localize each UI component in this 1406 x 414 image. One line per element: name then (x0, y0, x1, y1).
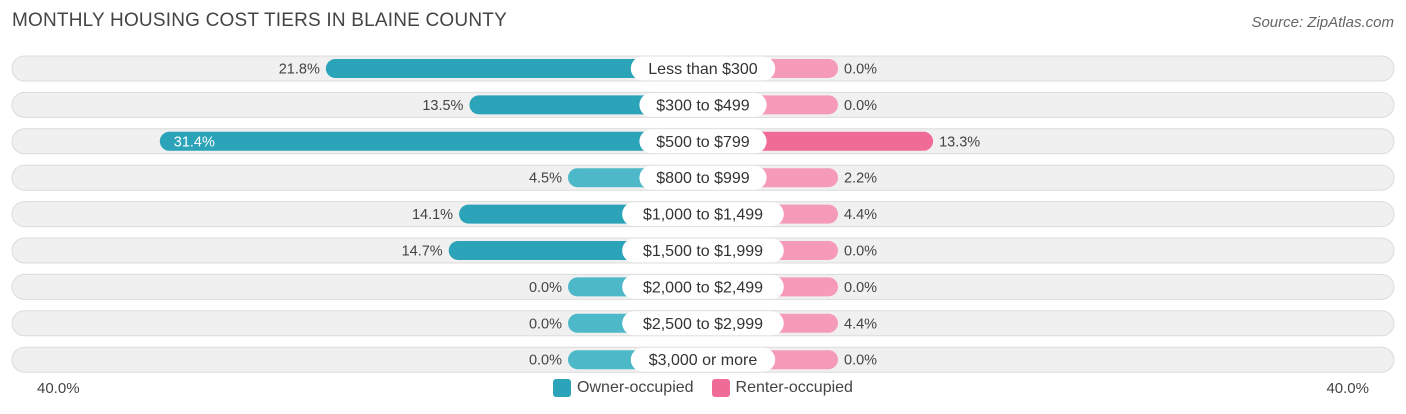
renter-value-label: 0.0% (844, 98, 877, 114)
category-label: $3,000 or more (649, 352, 758, 369)
owner-bar (325, 59, 703, 78)
category-label-bg (622, 311, 784, 336)
category-label: $2,500 to $2,999 (643, 316, 763, 333)
category-label-bg (622, 202, 784, 227)
legend-swatch-renter (711, 379, 730, 397)
legend-label-renter: Renter-occupied (735, 379, 853, 396)
legend-swatch-owner (553, 379, 572, 397)
owner-value-label: 0.0% (529, 280, 562, 296)
legend-label-owner: Owner-occupied (577, 379, 694, 396)
category-label: $800 to $999 (656, 170, 750, 187)
owner-value-label: 31.4% (174, 134, 215, 150)
category-label: $1,500 to $1,999 (643, 243, 763, 260)
category-label-bg (639, 92, 767, 117)
category-label: $300 to $499 (656, 97, 750, 114)
owner-value-label: 21.8% (279, 62, 320, 78)
renter-value-label: 0.0% (844, 62, 877, 78)
owner-value-label: 4.5% (529, 171, 562, 187)
renter-value-label: 0.0% (844, 353, 877, 369)
category-label-bg (630, 347, 776, 372)
legend-item-owner: Owner-occupied (553, 379, 694, 397)
category-label-bg (622, 274, 784, 299)
category-label-bg (630, 56, 776, 81)
category-label-bg (622, 238, 784, 263)
owner-value-label: 0.0% (529, 353, 562, 369)
owner-value-label: 13.5% (422, 98, 463, 114)
renter-value-label: 13.3% (939, 134, 980, 150)
owner-value-label: 0.0% (529, 316, 562, 332)
owner-value-label: 14.1% (412, 207, 453, 223)
renter-value-label: 4.4% (844, 207, 877, 223)
category-label: $2,000 to $2,499 (643, 279, 763, 296)
renter-value-label: 0.0% (844, 280, 877, 296)
category-label: Less than $300 (648, 61, 758, 78)
source-label: Source: ZipAtlas.com (1251, 14, 1394, 31)
category-label-bg (639, 165, 767, 190)
owner-bar (159, 131, 703, 151)
renter-value-label: 0.0% (844, 244, 877, 260)
chart-title: MONTHLY HOUSING COST TIERS IN BLAINE COU… (12, 10, 507, 31)
owner-value-label: 14.7% (402, 244, 443, 260)
axis-label-left: 40.0% (37, 380, 80, 397)
legend-item-renter: Renter-occupied (711, 379, 853, 397)
category-label: $1,000 to $1,499 (643, 207, 763, 224)
axis-label-right: 40.0% (1326, 380, 1369, 397)
category-label-bg (639, 129, 767, 154)
bar-chart: Less than $300 21.8% 0.0% $300 to $499 13.5%… (11, 55, 1395, 373)
category-label: $500 to $799 (656, 134, 750, 151)
legend: Owner-occupied Renter-occupied (0, 379, 1406, 397)
renter-value-label: 2.2% (844, 171, 877, 187)
renter-value-label: 4.4% (844, 316, 877, 332)
